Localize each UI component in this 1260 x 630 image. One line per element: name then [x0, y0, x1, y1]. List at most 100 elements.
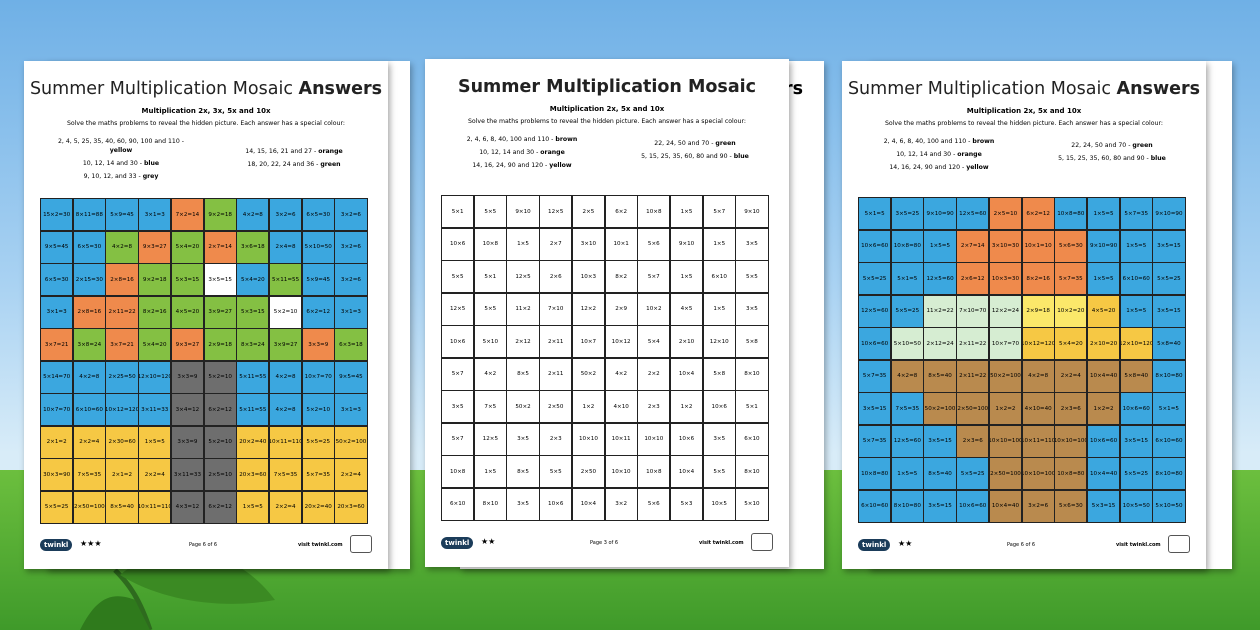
key-numbers: 22, 24, 50 and 70 - — [1071, 142, 1131, 149]
colour-key: 22, 24, 50 and 70 - green 5, 15, 25, 35, … — [615, 139, 775, 165]
grid-cell: 10×5=50 — [1119, 489, 1153, 523]
title-text: Summer Multiplication Mosaic — [847, 79, 1111, 99]
grid-cell: 15×2=30 — [40, 198, 74, 232]
grid-cell: 10×6=60 — [1086, 424, 1121, 458]
grid-cell: 1×2 — [669, 390, 704, 424]
grid-cell: 3×4=12 — [170, 393, 205, 427]
grid-cell: 5×5=25 — [301, 425, 335, 459]
url: visit twinkl.com — [699, 540, 744, 546]
grid-cell: 5×11=55 — [236, 360, 270, 394]
worksheet: Summer Multiplication Mosaic Answers Mult… — [842, 61, 1206, 569]
grid-cell: 10×10 — [637, 422, 671, 456]
grid-cell: 2×2=4 — [334, 458, 368, 492]
grid-cell: 3×10 — [571, 227, 606, 261]
worksheet-title: Summer Multiplication Mosaic — [425, 77, 789, 97]
key-numbers: 2, 4, 6, 8, 40, 100 and 110 - — [466, 136, 554, 143]
grid-cell: 10×6 — [441, 325, 475, 359]
grid-cell: 8×5 — [506, 357, 540, 391]
grid-cell: 7×5=35 — [72, 458, 106, 492]
page-label: Page 6 of 6 — [1007, 542, 1036, 548]
grid-cell: 10×11 — [604, 422, 638, 456]
grid-cell: 2×15=30 — [72, 263, 106, 297]
grid-cell: 5×5=25 — [1152, 262, 1186, 296]
stars: ★★ — [481, 537, 496, 546]
grid-cell: 5×11=55 — [268, 263, 303, 297]
worksheet-title: Summer Multiplication Mosaic Answers — [842, 79, 1206, 99]
grid-cell: 5×6 — [637, 227, 671, 261]
title-bold: Answers — [1116, 79, 1201, 99]
grid-cell: 5×5=25 — [858, 262, 892, 296]
grid-cell: 3×9=27 — [268, 328, 303, 362]
grid-cell: 5×4=20 — [170, 230, 205, 264]
grid-cell: 10×7=70 — [301, 360, 335, 394]
grid-cell: 9×2=18 — [203, 198, 237, 232]
grid-cell: 5×11=55 — [236, 393, 270, 427]
grid-cell: 5×9=45 — [301, 263, 335, 297]
grid-cell: 5×5=25 — [956, 457, 990, 491]
grid-cell: 5×6=30 — [1054, 489, 1088, 523]
grid-cell: 3×5 — [702, 422, 736, 456]
url: visit twinkl.com — [1116, 542, 1161, 548]
key-colour: green — [715, 140, 736, 147]
grid-cell: 10×2=20 — [1054, 294, 1088, 328]
grid-cell: 2×50=100 — [72, 490, 106, 524]
grid-cell: 3×7=21 — [40, 328, 74, 362]
grid-cell: 1×2 — [571, 390, 606, 424]
grid-cell: 3×3=9 — [170, 425, 205, 459]
grid-cell: 12×10=120 — [1119, 327, 1153, 361]
grid-cell: 2×2=4 — [1054, 359, 1088, 393]
key-numbers: 10, 12, 14 and 30 - — [479, 149, 539, 156]
grid-cell: 2×5=10 — [203, 458, 237, 492]
grid-cell: 10×10=100 — [1021, 457, 1055, 491]
grid-cell: 6×3=18 — [334, 328, 368, 362]
grid-cell: 2×11=22 — [956, 327, 990, 361]
grid-cell: 2×50 — [571, 455, 606, 489]
grid-cell: 10×5 — [702, 487, 736, 521]
key-entry: 18, 20, 22, 24 and 36 - green — [214, 160, 374, 169]
key-numbers: 5, 15, 25, 35, 60, 80 and 90 - — [641, 153, 732, 160]
grid-cell: 2×7=14 — [956, 229, 990, 263]
grid-cell: 5×14=70 — [40, 360, 74, 394]
grid-cell: 30×3=90 — [40, 458, 74, 492]
grid-cell: 1×5=5 — [1086, 197, 1121, 231]
grid-cell: 10×8 — [637, 455, 671, 489]
grid-cell: 5×7 — [441, 357, 475, 391]
grid-cell: 20×2=40 — [236, 425, 270, 459]
grid-cell: 5×6=30 — [1054, 229, 1088, 263]
logo: twinkl — [858, 539, 891, 551]
grid-cell: 3×2=6 — [334, 263, 368, 297]
grid-cell: 10×7=70 — [40, 393, 74, 427]
grid-cell: 5×5=25 — [890, 294, 924, 328]
grid-cell: 2×11=22 — [956, 359, 990, 393]
grid-cell: 8×10 — [473, 487, 507, 521]
grid-cell: 4×2=8 — [268, 360, 303, 394]
badge — [1168, 535, 1190, 553]
grid-cell: 12×5=60 — [858, 294, 892, 328]
grid-cell: 5×2=10 — [203, 360, 237, 394]
grid-cell: 6×5=30 — [301, 198, 335, 232]
grid-cell: 3×5=15 — [1152, 294, 1186, 328]
key-numbers: 2, 4, 6, 8, 40, 100 and 110 - — [883, 138, 971, 145]
grid-cell: 2×11=22 — [105, 295, 139, 329]
grid-cell: 5×7=35 — [1054, 262, 1088, 296]
grid-cell: 5×3=15 — [1086, 489, 1121, 523]
grid-cell: 3×2=6 — [334, 230, 368, 264]
grid-cell: 11×2=22 — [923, 294, 957, 328]
grid-cell: 3×5=25 — [890, 197, 924, 231]
colour-key: 2, 4, 6, 8, 40, 100 and 110 - brown 10, 1… — [864, 137, 1014, 176]
grid-cell: 4×2=8 — [105, 230, 139, 264]
grid-cell: 3×6=18 — [236, 230, 270, 264]
grid-cell: 12×2=24 — [988, 294, 1023, 328]
grid-cell: 2×5=10 — [988, 197, 1023, 231]
grid-cell: 4×10 — [604, 390, 638, 424]
grid-cell: 5×7=35 — [1119, 197, 1153, 231]
key-colour: yellow — [549, 162, 572, 169]
grid-cell: 8×11=88 — [72, 198, 106, 232]
badge — [751, 533, 773, 551]
grid-cell: 2×2 — [637, 357, 671, 391]
grid-cell: 7×5=35 — [890, 392, 924, 426]
grid-cell: 10×8=80 — [1054, 457, 1088, 491]
logo: twinkl — [441, 537, 474, 549]
grid-cell: 4×2=8 — [268, 393, 303, 427]
